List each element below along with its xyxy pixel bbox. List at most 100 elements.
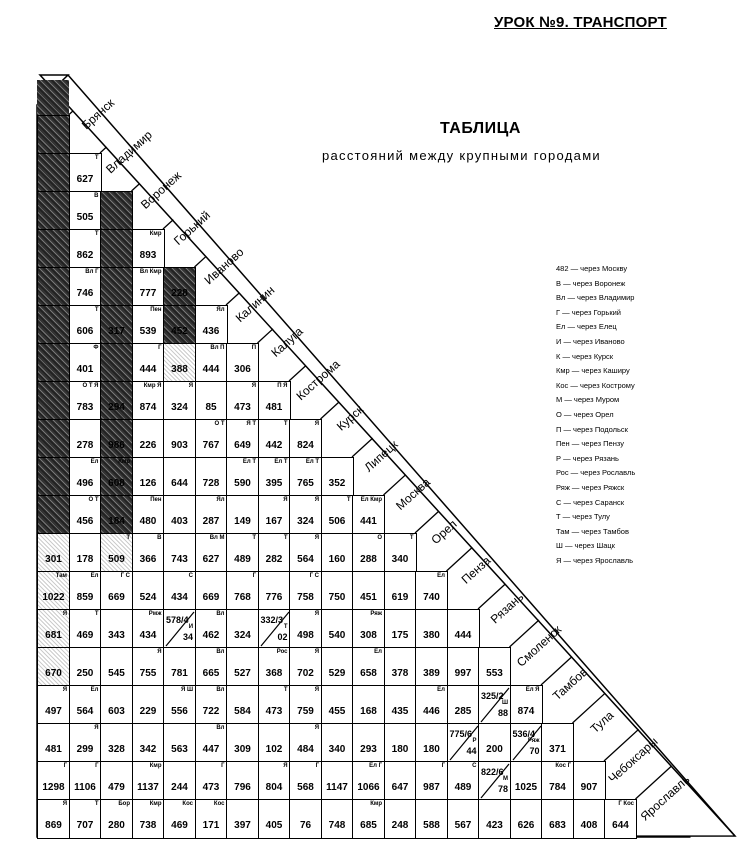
- distance-value: 395: [265, 477, 283, 489]
- distance-cell: 280 Бор: [100, 799, 133, 839]
- route-note: Я: [62, 611, 67, 617]
- distance-value: 102: [265, 743, 283, 755]
- legend-item: Вл — через Владимир: [556, 293, 635, 303]
- route-note: Вл Г: [85, 269, 99, 275]
- distance-cell: [37, 191, 70, 231]
- distance-value: 497: [45, 705, 62, 717]
- distance-value: 301: [45, 553, 62, 565]
- city-label: Тула: [587, 708, 616, 736]
- distance-value-split: 536/470: [512, 729, 540, 756]
- distance-cell: 226: [131, 419, 165, 459]
- distance-cell: 822/678 М: [478, 761, 511, 801]
- route-note: Г Кос: [618, 801, 634, 807]
- distance-cell: 804 Я: [257, 761, 291, 801]
- distance-cell: 748: [320, 799, 354, 839]
- distance-cell: 299 Я: [68, 723, 102, 763]
- distance-value: 405: [265, 819, 283, 831]
- distance-cell: 644 Г Кос: [604, 799, 637, 839]
- distance-value: 738: [139, 819, 157, 831]
- distance-cell: 371: [541, 723, 574, 763]
- distance-value: 340: [328, 743, 346, 755]
- route-note: Кос Г: [555, 763, 571, 769]
- legend-item: Г — через Горький: [556, 307, 621, 317]
- route-note: В: [94, 193, 99, 199]
- distance-cell: [100, 229, 133, 269]
- distance-value: 496: [76, 477, 94, 489]
- distance-value: 343: [108, 629, 125, 641]
- route-note: Ш: [501, 700, 508, 706]
- route-note: Т: [94, 801, 99, 807]
- distance-cell: 473 Г: [194, 761, 228, 801]
- route-note: Я: [157, 649, 162, 655]
- legend-item: Там — через Тамбов: [556, 526, 629, 536]
- distance-cell: 408: [572, 799, 606, 839]
- distance-value: 229: [139, 705, 157, 717]
- distance-value: 527: [234, 667, 251, 679]
- distance-cell: 1022 Там: [37, 571, 70, 611]
- distance-cell: 480 Пен: [131, 495, 165, 535]
- distance-cell: 626: [509, 799, 543, 839]
- distance-cell: 644: [163, 457, 196, 497]
- distance-cell: 434 Рмж: [131, 609, 165, 649]
- distance-value: 606: [76, 325, 94, 337]
- route-note: Рос: [276, 649, 288, 655]
- city-label: Москва: [392, 475, 433, 513]
- legend-item: С — через Саранск: [556, 497, 625, 507]
- distance-cell: 423: [478, 799, 511, 839]
- distance-cell: 352: [320, 457, 354, 497]
- distance-cell: 469 Т: [68, 609, 102, 649]
- distance-cell: 368 Рос: [257, 647, 291, 687]
- distance-cell: 306 П: [226, 343, 259, 383]
- distance-value: 804: [265, 781, 283, 793]
- distance-cell: 536/470 Ряж: [509, 723, 543, 763]
- distance-cell: 669 Г С: [100, 571, 133, 611]
- distance-value: 388: [171, 363, 188, 375]
- distance-value: 796: [234, 781, 251, 793]
- distance-cell: 796: [226, 761, 259, 801]
- distance-cell: 987 Г: [415, 761, 448, 801]
- distance-value: 626: [517, 819, 535, 831]
- route-note: Т: [94, 611, 99, 617]
- distance-value: 473: [234, 401, 251, 413]
- distance-value: 248: [391, 819, 409, 831]
- distance-value: 767: [202, 439, 220, 451]
- distance-cell: 893 Кмр: [131, 229, 165, 269]
- distance-value: 777: [139, 287, 157, 299]
- distance-cell: 149: [226, 495, 259, 535]
- distance-cell: 489 С: [446, 761, 480, 801]
- distance-value: 987: [423, 781, 440, 793]
- distance-cell: 287 Ял: [194, 495, 228, 535]
- distance-cell: 1147: [320, 761, 354, 801]
- city-label: Пенза: [458, 553, 493, 587]
- route-note: Рмж: [148, 611, 162, 617]
- distance-cell: 540: [320, 609, 354, 649]
- distance-value: 200: [486, 743, 503, 755]
- split-divider: [260, 611, 289, 647]
- route-note: Я Ш: [180, 687, 193, 693]
- distance-value: 746: [76, 287, 94, 299]
- distance-cell: 529: [320, 647, 354, 687]
- legend-item: Р — через Рязань: [556, 453, 619, 463]
- route-note: Вл М: [209, 535, 225, 541]
- distance-value: 171: [202, 819, 220, 831]
- route-note: Я: [314, 687, 319, 693]
- distance-cell: 293: [352, 723, 385, 763]
- distance-cell: 244: [163, 761, 196, 801]
- table-subtitle: расстояний между крупными городами: [322, 148, 601, 163]
- route-note: Г: [95, 763, 99, 769]
- distance-value: 447: [202, 743, 220, 755]
- distance-value: 309: [234, 743, 251, 755]
- distance-cell: 444 Г: [131, 343, 165, 383]
- distance-cell: 288 О: [352, 533, 385, 573]
- distance-value: 506: [328, 515, 346, 527]
- distance-cell: [37, 381, 70, 421]
- route-note: Вл: [216, 611, 225, 617]
- distance-value: 126: [139, 477, 157, 489]
- distance-cell: 401 Ф: [68, 343, 102, 383]
- route-note: Вл: [216, 649, 225, 655]
- route-note: Я: [188, 383, 193, 389]
- distance-value: 1147: [326, 781, 348, 793]
- distance-cell: [100, 343, 133, 383]
- route-note: Ф: [93, 345, 99, 351]
- distance-value: 317: [108, 325, 125, 337]
